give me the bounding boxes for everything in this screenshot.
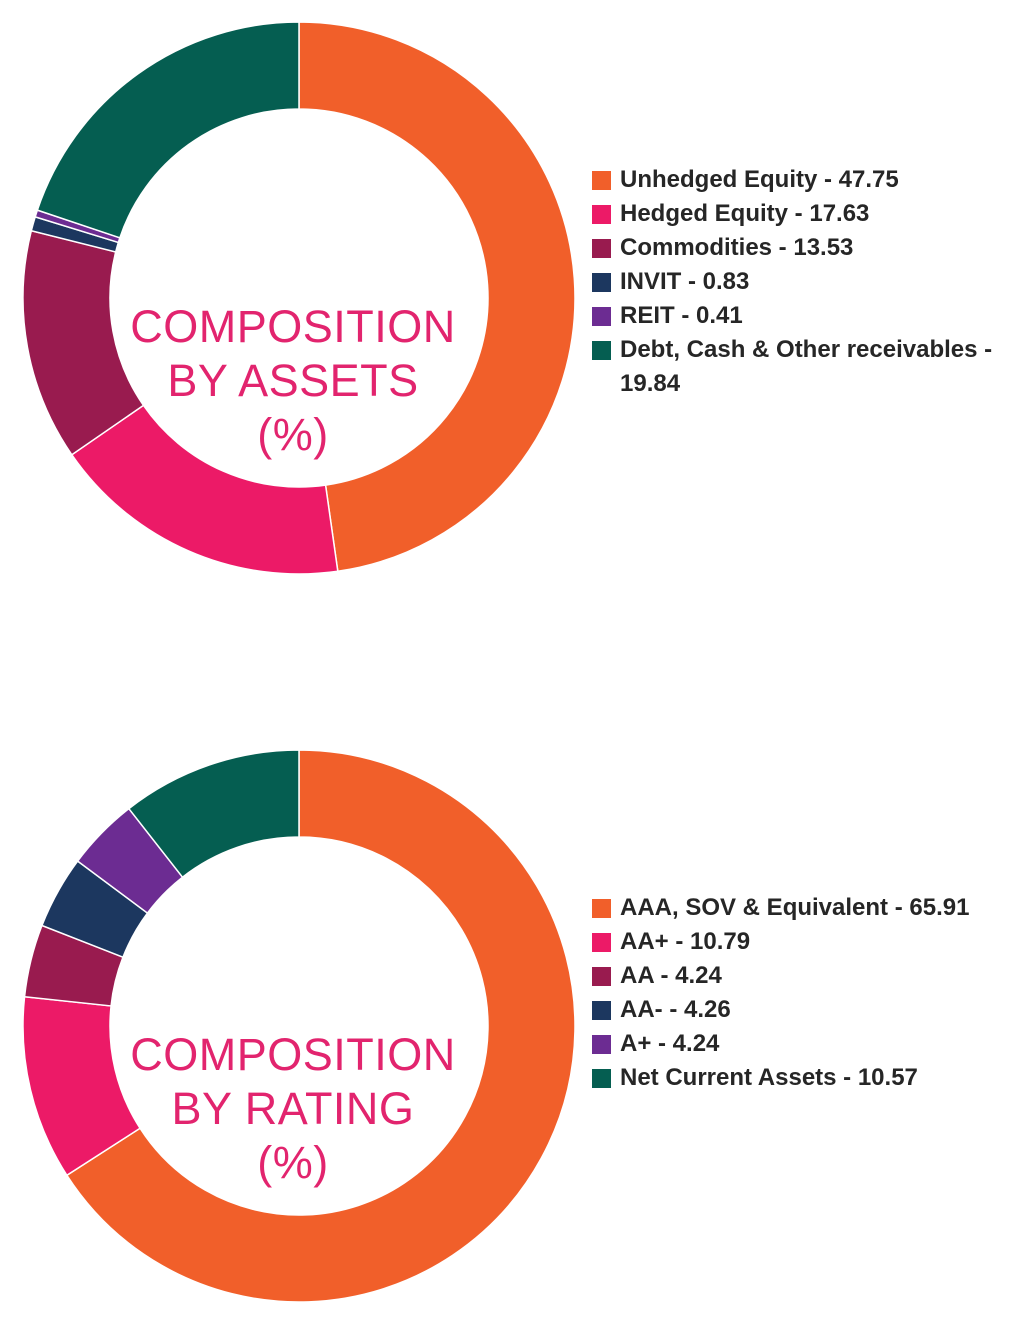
legend-label: AA - 4.24 (620, 962, 722, 989)
donut-slice-5 (127, 749, 300, 879)
assets-center-title: COMPOSITION BY ASSETS (%) (93, 300, 493, 462)
legend-swatch (592, 1035, 611, 1054)
legend-label: Hedged Equity - 17.63 (620, 200, 870, 227)
legend-item: REIT - 0.41 (592, 299, 1022, 333)
legend-swatch (592, 967, 611, 986)
legend-label: INVIT - 0.83 (620, 268, 750, 295)
donut-slice-0 (65, 749, 576, 1303)
rating-legend: AAA, SOV & Equivalent - 65.91 AA+ - 10.7… (592, 891, 1022, 1095)
legend-item: INVIT - 0.83 (592, 265, 1022, 299)
legend-swatch (592, 1069, 611, 1088)
rating-title-line-2: BY RATING (171, 1083, 415, 1134)
legend-swatch (592, 171, 611, 190)
legend-label: AA- - 4.26 (620, 996, 731, 1023)
donut-slice-5 (36, 21, 300, 239)
rating-title-line-3: (%) (257, 1137, 329, 1188)
legend-item: Net Current Assets - 10.57 (592, 1061, 1022, 1095)
assets-title-line-3: (%) (257, 409, 329, 460)
assets-donut-chart (22, 21, 576, 575)
donut-slice-0 (298, 21, 576, 573)
legend-item: Debt, Cash & Other receivables - 19.84 (592, 333, 1022, 401)
legend-item: AA- - 4.26 (592, 993, 1022, 1027)
legend-label: Commodities - 13.53 (620, 234, 854, 261)
legend-label: AA+ - 10.79 (620, 928, 751, 955)
legend-item: AA - 4.24 (592, 959, 1022, 993)
rating-donut-chart (22, 749, 576, 1303)
assets-chart-panel: COMPOSITION BY ASSETS (%) Unhedged Equit… (0, 0, 1028, 600)
legend-swatch (592, 341, 611, 360)
legend-swatch (592, 933, 611, 952)
assets-title-line-1: COMPOSITION (130, 301, 456, 352)
legend-item: Commodities - 13.53 (592, 231, 1022, 265)
rating-title-line-1: COMPOSITION (130, 1029, 456, 1080)
legend-item: A+ - 4.24 (592, 1027, 1022, 1061)
rating-chart-panel: COMPOSITION BY RATING (%) AAA, SOV & Equ… (0, 728, 1028, 1321)
legend-label: Unhedged Equity - 47.75 (620, 166, 899, 193)
legend-label: REIT - 0.41 (620, 302, 743, 329)
legend-swatch (592, 273, 611, 292)
legend-swatch (592, 205, 611, 224)
legend-swatch (592, 1001, 611, 1020)
assets-legend: Unhedged Equity - 47.75 Hedged Equity - … (592, 163, 1022, 401)
legend-label: Debt, Cash & Other receivables - 19.84 (620, 336, 993, 397)
legend-swatch (592, 307, 611, 326)
legend-label: AAA, SOV & Equivalent - 65.91 (620, 894, 970, 921)
legend-swatch (592, 899, 611, 918)
legend-item: AAA, SOV & Equivalent - 65.91 (592, 891, 1022, 925)
rating-center-title: COMPOSITION BY RATING (%) (93, 1028, 493, 1190)
legend-label: A+ - 4.24 (620, 1030, 720, 1057)
assets-title-line-2: BY ASSETS (167, 355, 419, 406)
legend-item: AA+ - 10.79 (592, 925, 1022, 959)
legend-label: Net Current Assets - 10.57 (620, 1064, 918, 1091)
legend-swatch (592, 239, 611, 258)
legend-item: Hedged Equity - 17.63 (592, 197, 1022, 231)
legend-item: Unhedged Equity - 47.75 (592, 163, 1022, 197)
